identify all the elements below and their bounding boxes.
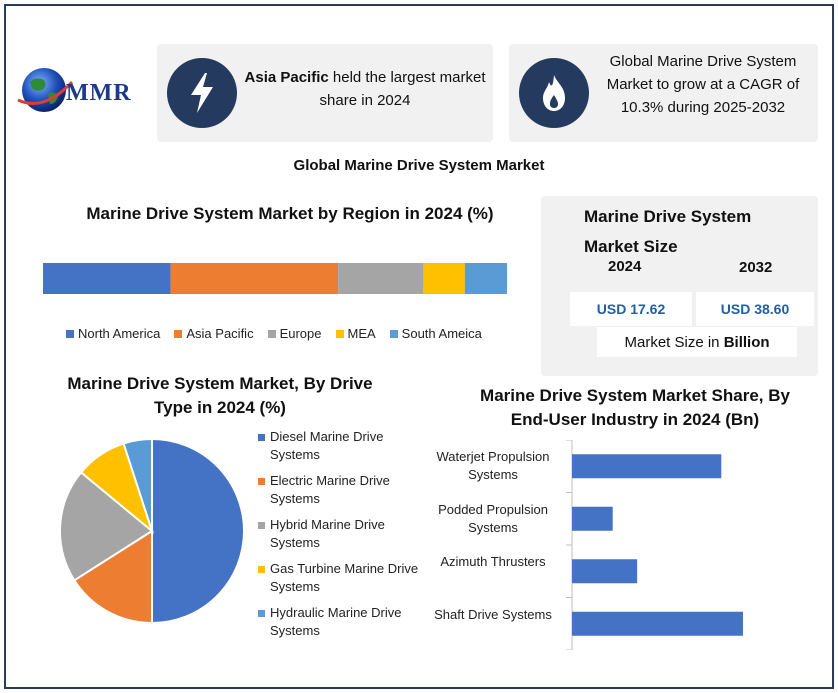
pie-chart-title: Marine Drive System Market, By Drive Typ… xyxy=(67,374,373,417)
legend-swatch xyxy=(335,329,344,338)
region-bar-segment xyxy=(338,263,424,294)
category-label: Waterjet Propulsion Systems xyxy=(436,449,550,483)
legend-item: MEA xyxy=(335,326,376,341)
main-title: Global Marine Drive System Market xyxy=(293,157,545,174)
enduser-bar-chart xyxy=(566,440,743,650)
logo-text: MMR xyxy=(66,80,132,106)
cagr-text: Global Marine Drive System Market to gro… xyxy=(606,53,800,116)
enduser-bar xyxy=(572,454,722,479)
category-label: Azimuth Thrusters xyxy=(440,554,546,570)
region-bar-segment xyxy=(423,263,465,294)
legend-label: North America xyxy=(78,326,161,341)
legend-label: Asia Pacific xyxy=(186,326,254,341)
enduser-bar xyxy=(572,506,613,531)
region-chart-title: Marine Drive System Market by Region in … xyxy=(86,204,494,223)
legend-swatch xyxy=(258,478,265,485)
pie-legend-item: Gas Turbine Marine Drive Systems xyxy=(258,560,428,596)
region-legend: North America Asia Pacific Europe MEA South … xyxy=(66,326,482,341)
enduser-chart-title: Marine Drive System Market Share, By End… xyxy=(480,386,790,429)
value-2032: USD 38.60 xyxy=(696,292,814,326)
pie-legend-item: Diesel Marine Drive Systems xyxy=(258,428,428,464)
region-bar-segment xyxy=(170,263,339,294)
mmr-logo: MMR xyxy=(14,58,144,118)
legend-swatch xyxy=(389,329,398,338)
region-bar-segment xyxy=(43,263,171,294)
legend-label: Hybrid Marine Drive Systems xyxy=(270,517,385,550)
enduser-bar xyxy=(572,611,743,636)
category-label: Shaft Drive Systems xyxy=(434,606,552,622)
flame-icon xyxy=(519,58,589,128)
globe-icon xyxy=(17,68,74,112)
legend-swatch xyxy=(258,522,265,529)
legend-swatch xyxy=(258,434,265,441)
pie-slice xyxy=(122,437,153,532)
legend-swatch xyxy=(258,610,265,617)
year-2032-label: 2032 xyxy=(739,259,773,276)
legend-label: Electric Marine Drive Systems xyxy=(270,473,390,506)
legend-swatch xyxy=(267,329,276,338)
enduser-category-labels: Waterjet Propulsion Systems Podded Propul… xyxy=(430,440,560,650)
pie-legend: Diesel Marine Drive Systems Electric Mari… xyxy=(258,428,428,648)
value-2024: USD 17.62 xyxy=(570,292,692,326)
region-highlight-text: Asia Pacific held the largest market sha… xyxy=(244,69,486,109)
legend-label: Europe xyxy=(279,326,322,341)
legend-item: South Ameica xyxy=(389,326,482,341)
region-bar-segment xyxy=(464,263,507,294)
pie-slice xyxy=(59,470,154,582)
legend-label: South Ameica xyxy=(401,326,482,341)
market-size-title: Marine Drive System Market Size xyxy=(584,207,752,256)
legend-item: Asia Pacific xyxy=(174,326,254,341)
legend-item: Europe xyxy=(267,326,322,341)
pie-slice xyxy=(72,529,153,625)
legend-item: North America xyxy=(66,326,160,341)
legend-label: MEA xyxy=(347,326,376,341)
category-label: Podded Propulsion Systems xyxy=(438,501,548,535)
legend-swatch xyxy=(174,329,183,338)
unit-label: Market Size in Billion xyxy=(597,327,797,357)
pie-legend-item: Hydraulic Marine Drive Systems xyxy=(258,604,428,640)
region-stacked-bar xyxy=(43,263,507,294)
legend-label: Hydraulic Marine Drive Systems xyxy=(270,605,402,638)
pie-legend-item: Electric Marine Drive Systems xyxy=(258,472,428,508)
drive-type-pie xyxy=(59,437,245,625)
market-size-panel: Marine Drive System Market Size 2024 203… xyxy=(541,196,818,376)
legend-swatch xyxy=(66,329,74,338)
legend-label: Gas Turbine Marine Drive Systems xyxy=(270,561,419,594)
legend-swatch xyxy=(258,566,265,573)
pie-legend-item: Hybrid Marine Drive Systems xyxy=(258,516,428,552)
highlight-card-region: Asia Pacific held the largest market sha… xyxy=(157,44,493,142)
legend-label: Diesel Marine Drive Systems xyxy=(270,429,384,462)
enduser-bar xyxy=(572,559,638,584)
pie-slice xyxy=(151,437,245,625)
highlight-card-cagr: Global Marine Drive System Market to gro… xyxy=(509,44,818,142)
lightning-icon xyxy=(167,58,237,128)
year-2024-label: 2024 xyxy=(608,258,642,275)
